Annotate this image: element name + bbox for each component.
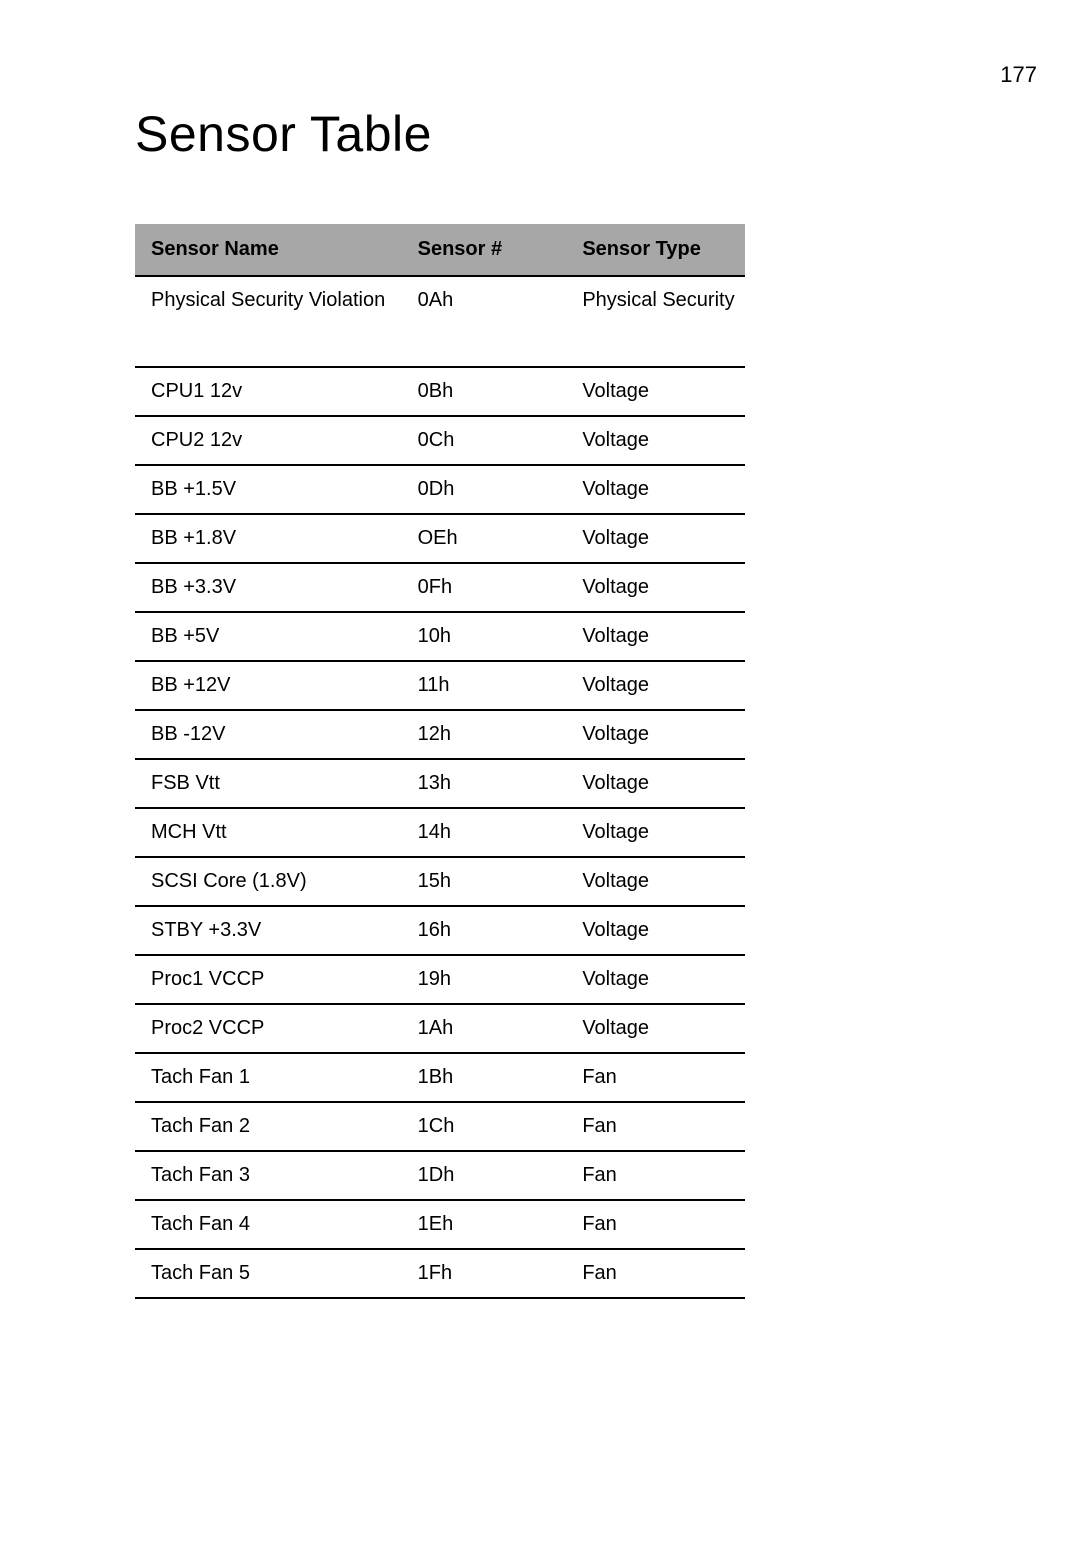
cell-sensor-type: Voltage — [566, 1004, 745, 1053]
table-row: BB +1.5V0DhVoltage — [135, 465, 745, 514]
col-header-sensor-type: Sensor Type — [566, 224, 745, 276]
cell-sensor-name: BB +12V — [135, 661, 402, 710]
cell-sensor-name: BB +1.5V — [135, 465, 402, 514]
table-body: Physical Security Violation0AhPhysical S… — [135, 276, 745, 1298]
cell-sensor-name: BB +3.3V — [135, 563, 402, 612]
cell-sensor-num: 1Ah — [402, 1004, 567, 1053]
table-row: BB +5V10hVoltage — [135, 612, 745, 661]
table-row: CPU2 12v0ChVoltage — [135, 416, 745, 465]
cell-sensor-name: MCH Vtt — [135, 808, 402, 857]
cell-sensor-name: CPU2 12v — [135, 416, 402, 465]
table-row: FSB Vtt13hVoltage — [135, 759, 745, 808]
cell-sensor-num: OEh — [402, 514, 567, 563]
cell-sensor-type: Physical Security — [566, 276, 745, 367]
cell-sensor-type: Fan — [566, 1102, 745, 1151]
cell-sensor-type: Voltage — [566, 465, 745, 514]
cell-sensor-name: CPU1 12v — [135, 367, 402, 416]
cell-sensor-type: Voltage — [566, 416, 745, 465]
cell-sensor-name: Tach Fan 2 — [135, 1102, 402, 1151]
cell-sensor-name: SCSI Core (1.8V) — [135, 857, 402, 906]
cell-sensor-num: 11h — [402, 661, 567, 710]
cell-sensor-type: Voltage — [566, 955, 745, 1004]
col-header-sensor-name: Sensor Name — [135, 224, 402, 276]
cell-sensor-type: Fan — [566, 1249, 745, 1298]
cell-sensor-name: FSB Vtt — [135, 759, 402, 808]
cell-sensor-num: 1Ch — [402, 1102, 567, 1151]
table-row: BB +12V11hVoltage — [135, 661, 745, 710]
cell-sensor-num: 19h — [402, 955, 567, 1004]
cell-sensor-num: 0Ch — [402, 416, 567, 465]
cell-sensor-num: 16h — [402, 906, 567, 955]
cell-sensor-type: Fan — [566, 1200, 745, 1249]
cell-sensor-name: Tach Fan 1 — [135, 1053, 402, 1102]
table-row: Tach Fan 11BhFan — [135, 1053, 745, 1102]
table-row: STBY +3.3V16hVoltage — [135, 906, 745, 955]
cell-sensor-name: Tach Fan 3 — [135, 1151, 402, 1200]
cell-sensor-num: 14h — [402, 808, 567, 857]
cell-sensor-type: Voltage — [566, 367, 745, 416]
cell-sensor-type: Voltage — [566, 857, 745, 906]
table-row: BB -12V12hVoltage — [135, 710, 745, 759]
cell-sensor-name: Tach Fan 5 — [135, 1249, 402, 1298]
page: 177 Sensor Table Sensor Name Sensor # Se… — [0, 0, 1080, 1549]
cell-sensor-type: Voltage — [566, 514, 745, 563]
cell-sensor-num: 0Bh — [402, 367, 567, 416]
cell-sensor-name: Physical Security Violation — [135, 276, 402, 367]
cell-sensor-type: Voltage — [566, 808, 745, 857]
sensor-table: Sensor Name Sensor # Sensor Type Physica… — [135, 224, 745, 1299]
cell-sensor-num: 13h — [402, 759, 567, 808]
cell-sensor-num: 12h — [402, 710, 567, 759]
cell-sensor-type: Voltage — [566, 710, 745, 759]
cell-sensor-num: 15h — [402, 857, 567, 906]
table-row: Tach Fan 51FhFan — [135, 1249, 745, 1298]
table-row: Proc2 VCCP1AhVoltage — [135, 1004, 745, 1053]
cell-sensor-type: Fan — [566, 1053, 745, 1102]
cell-sensor-num: 1Bh — [402, 1053, 567, 1102]
table-row: SCSI Core (1.8V)15hVoltage — [135, 857, 745, 906]
cell-sensor-type: Voltage — [566, 563, 745, 612]
table-row: Physical Security Violation0AhPhysical S… — [135, 276, 745, 367]
cell-sensor-num: 0Ah — [402, 276, 567, 367]
cell-sensor-type: Voltage — [566, 661, 745, 710]
table-header-row: Sensor Name Sensor # Sensor Type — [135, 224, 745, 276]
cell-sensor-name: STBY +3.3V — [135, 906, 402, 955]
cell-sensor-num: 1Dh — [402, 1151, 567, 1200]
cell-sensor-num: 10h — [402, 612, 567, 661]
sensor-table-wrap: Sensor Name Sensor # Sensor Type Physica… — [135, 224, 745, 1299]
cell-sensor-num: 1Fh — [402, 1249, 567, 1298]
cell-sensor-type: Voltage — [566, 906, 745, 955]
cell-sensor-name: Tach Fan 4 — [135, 1200, 402, 1249]
cell-sensor-name: BB +1.8V — [135, 514, 402, 563]
page-number: 177 — [1000, 62, 1037, 88]
cell-sensor-name: BB +5V — [135, 612, 402, 661]
cell-sensor-num: 0Dh — [402, 465, 567, 514]
cell-sensor-name: Proc1 VCCP — [135, 955, 402, 1004]
table-row: CPU1 12v0BhVoltage — [135, 367, 745, 416]
table-row: Tach Fan 31DhFan — [135, 1151, 745, 1200]
cell-sensor-type: Fan — [566, 1151, 745, 1200]
cell-sensor-num: 0Fh — [402, 563, 567, 612]
table-row: Tach Fan 41EhFan — [135, 1200, 745, 1249]
col-header-sensor-num: Sensor # — [402, 224, 567, 276]
cell-sensor-type: Voltage — [566, 759, 745, 808]
cell-sensor-num: 1Eh — [402, 1200, 567, 1249]
table-row: Tach Fan 21ChFan — [135, 1102, 745, 1151]
page-title: Sensor Table — [135, 105, 432, 163]
table-row: BB +3.3V0FhVoltage — [135, 563, 745, 612]
cell-sensor-name: BB -12V — [135, 710, 402, 759]
table-row: Proc1 VCCP19hVoltage — [135, 955, 745, 1004]
cell-sensor-name: Proc2 VCCP — [135, 1004, 402, 1053]
table-row: BB +1.8VOEhVoltage — [135, 514, 745, 563]
cell-sensor-type: Voltage — [566, 612, 745, 661]
table-row: MCH Vtt14hVoltage — [135, 808, 745, 857]
